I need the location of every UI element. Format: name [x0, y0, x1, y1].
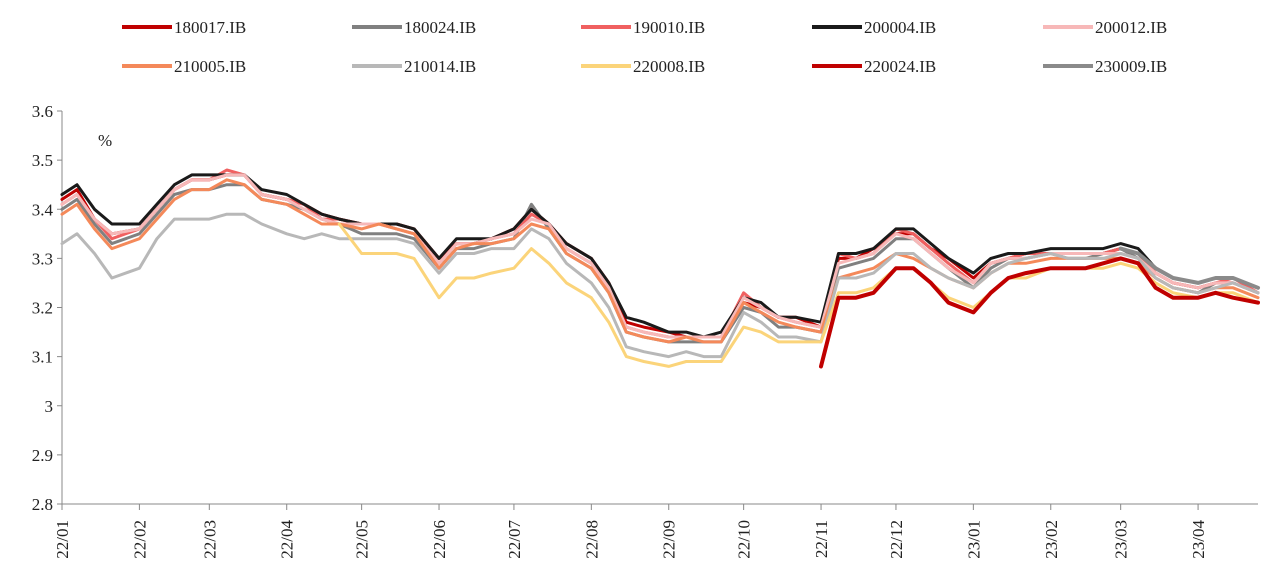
y-tick-label: 3.5: [32, 151, 53, 170]
y-axis: 2.8 2.9 3 3.1 3.2 3.3 3.4 3.5 3.6: [32, 102, 63, 514]
x-axis: 22/01 22/02 22/03 22/04 22/05 22/06 22/07 22/08…: [53, 503, 1258, 559]
x-tick-label: 23/04: [1189, 520, 1208, 559]
x-tick-label: 22/02: [130, 520, 149, 559]
series-line-200012-ib: [60, 173, 1260, 339]
x-tick-label: 22/06: [430, 520, 449, 559]
y-tick-label: 3.4: [32, 200, 54, 219]
legend-item: 180017.IB: [122, 18, 246, 37]
legend-item: 180024.IB: [352, 18, 476, 37]
legend-label: 190010.IB: [633, 18, 705, 37]
x-tick-label: 22/04: [278, 520, 297, 559]
series-line-220008-ib: [337, 222, 1260, 368]
legend-label: 200004.IB: [864, 18, 936, 37]
legend-item: 220008.IB: [581, 57, 705, 76]
legend-item: 220024.IB: [812, 57, 936, 76]
legend-label: 220008.IB: [633, 57, 705, 76]
series-line-220024-ib: [819, 256, 1260, 369]
x-tick-label: 22/03: [200, 520, 219, 559]
legend-label: 180017.IB: [174, 18, 246, 37]
y-tick-label: 3.2: [32, 299, 53, 318]
legend-item: 200004.IB: [812, 18, 936, 37]
series-line-210005-ib: [60, 178, 1260, 344]
series-line-180024-ib: [60, 183, 1260, 344]
x-tick-label: 22/01: [53, 520, 72, 559]
x-tick-label: 22/05: [353, 520, 372, 559]
x-tick-label: 22/08: [582, 520, 601, 559]
y-tick-label: 3.6: [32, 102, 53, 121]
legend-item: 210014.IB: [352, 57, 476, 76]
legend-item: 190010.IB: [581, 18, 705, 37]
series-line-180017-ib: [60, 173, 1260, 339]
x-tick-label: 23/01: [964, 520, 983, 559]
x-tick-label: 22/07: [505, 520, 524, 559]
y-tick-label: 3.3: [32, 249, 53, 268]
x-tick-label: 22/10: [735, 520, 754, 559]
legend: 180017.IB 180024.IB 190010.IB 200004.IB 2000…: [122, 18, 1167, 76]
legend-label: 210014.IB: [404, 57, 476, 76]
y-tick-label: 2.9: [32, 446, 53, 465]
legend-item: 210005.IB: [122, 57, 246, 76]
y-tick-label: 3.1: [32, 348, 53, 367]
x-tick-label: 23/03: [1112, 520, 1131, 559]
x-tick-label: 23/02: [1042, 520, 1061, 559]
unit-label: %: [98, 131, 112, 150]
legend-label: 230009.IB: [1095, 57, 1167, 76]
series-line-210014-ib: [60, 212, 1260, 359]
series-line-230009-ib: [1118, 246, 1260, 290]
x-tick-label: 22/12: [887, 520, 906, 559]
y-tick-label: 2.8: [32, 495, 53, 514]
plot-lines: [60, 168, 1260, 369]
legend-item: 230009.IB: [1043, 57, 1167, 76]
x-tick-label: 22/09: [660, 520, 679, 559]
x-tick-label: 22/11: [812, 520, 831, 558]
legend-label: 200012.IB: [1095, 18, 1167, 37]
series-line-200004-ib: [60, 173, 1260, 339]
legend-label: 220024.IB: [864, 57, 936, 76]
legend-label: 180024.IB: [404, 18, 476, 37]
y-tick-label: 3: [45, 397, 54, 416]
legend-item: 200012.IB: [1043, 18, 1167, 37]
legend-label: 210005.IB: [174, 57, 246, 76]
